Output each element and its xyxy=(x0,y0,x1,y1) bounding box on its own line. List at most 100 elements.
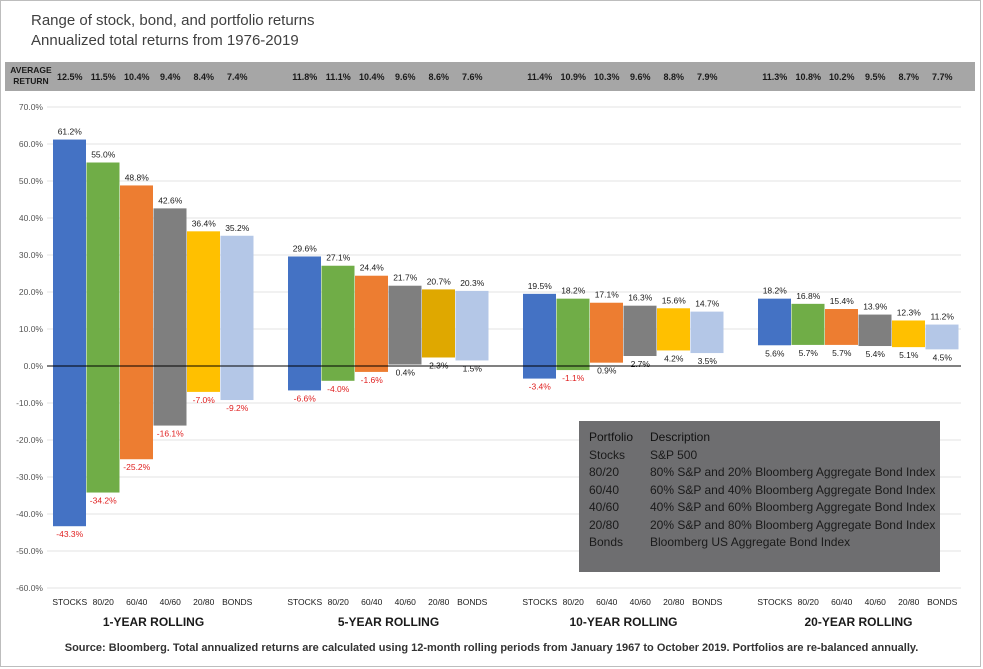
max-label: 24.4% xyxy=(360,263,385,273)
average-return-label: AVERAGE xyxy=(10,65,52,75)
average-value: 10.3% xyxy=(594,72,620,82)
category-label: 60/40 xyxy=(831,597,853,607)
average-value: 7.6% xyxy=(462,72,483,82)
legend-portfolio: 20/80 xyxy=(589,517,620,532)
range-bar xyxy=(925,324,959,350)
min-label: 5.4% xyxy=(866,349,886,359)
max-label: 35.2% xyxy=(225,223,250,233)
y-tick-label: -30.0% xyxy=(16,472,43,482)
category-label: 40/60 xyxy=(395,597,417,607)
average-value: 7.7% xyxy=(932,72,953,82)
category-label: 60/40 xyxy=(126,597,148,607)
y-tick-label: 70.0% xyxy=(19,102,44,112)
y-tick-label: 40.0% xyxy=(19,213,44,223)
category-label: BONDS xyxy=(927,597,958,607)
legend-description: 60% S&P and 40% Bloomberg Aggregate Bond… xyxy=(650,482,936,497)
range-bar xyxy=(623,305,657,357)
category-label: BONDS xyxy=(222,597,253,607)
max-label: 55.0% xyxy=(91,150,116,160)
range-bar xyxy=(455,290,489,361)
average-value: 12.5% xyxy=(57,72,83,82)
y-tick-label: -60.0% xyxy=(16,583,43,593)
min-label: -6.6% xyxy=(294,393,317,403)
max-label: 12.3% xyxy=(897,307,922,317)
range-bar xyxy=(355,275,388,372)
range-bar xyxy=(791,303,825,345)
max-label: 17.1% xyxy=(595,290,620,300)
legend-row: Bonds Bloomberg US Aggregate Bond Index xyxy=(579,534,940,552)
category-label: STOCKS xyxy=(52,597,87,607)
max-label: 16.8% xyxy=(796,291,821,301)
max-label: 48.8% xyxy=(125,172,150,182)
group-label: 20-YEAR ROLLING xyxy=(804,615,912,629)
chart-svg: 70.0% 60.0% 50.0% 40.0% 30.0% 20.0% 10.0% 0.0% -… xyxy=(10,65,961,629)
min-label: 5.7% xyxy=(832,348,852,358)
max-label: 29.6% xyxy=(293,243,318,253)
range-bar xyxy=(220,235,254,401)
category-label: 60/40 xyxy=(361,597,383,607)
min-label: -4.0% xyxy=(327,384,350,394)
min-label: 4.5% xyxy=(933,352,953,362)
category-label: 80/20 xyxy=(798,597,820,607)
category-label: 20/80 xyxy=(193,597,215,607)
legend-portfolio: Bonds xyxy=(589,535,624,549)
min-label: -9.2% xyxy=(226,403,249,413)
min-label: 4.2% xyxy=(664,353,684,363)
min-label: -7.0% xyxy=(193,395,216,405)
max-label: 19.5% xyxy=(528,281,553,291)
category-label: 20/80 xyxy=(898,597,920,607)
max-label: 14.7% xyxy=(695,299,720,309)
category-label: STOCKS xyxy=(757,597,792,607)
max-label: 20.3% xyxy=(460,278,485,288)
legend-portfolio: 40/60 xyxy=(589,500,620,514)
category-label: BONDS xyxy=(457,597,488,607)
legend-description: S&P 500 xyxy=(650,447,698,462)
min-label: -43.3% xyxy=(56,529,83,539)
average-value: 9.6% xyxy=(630,72,651,82)
category-label: 20/80 xyxy=(428,597,450,607)
average-value: 9.5% xyxy=(865,72,886,82)
max-label: 61.2% xyxy=(58,127,83,137)
average-value: 11.3% xyxy=(762,72,787,82)
chart-header: Range of stock, bond, and portfolio retu… xyxy=(5,5,975,61)
min-label: 5.1% xyxy=(899,350,919,360)
min-label: 3.5% xyxy=(698,356,718,366)
category-label: 80/20 xyxy=(328,597,350,607)
range-bar xyxy=(288,256,321,391)
y-tick-label: 0.0% xyxy=(24,361,44,371)
min-label: -1.6% xyxy=(361,375,384,385)
min-label: 1.5% xyxy=(463,363,483,373)
legend-portfolio: 80/20 xyxy=(589,465,620,479)
chart-title: Range of stock, bond, and portfolio retu… xyxy=(31,12,315,29)
min-label: -34.2% xyxy=(90,496,117,506)
y-tick-label: 30.0% xyxy=(19,250,44,260)
min-label: 0.4% xyxy=(396,368,416,378)
average-value: 11.4% xyxy=(527,72,552,82)
category-label: BONDS xyxy=(692,597,723,607)
group-label: 5-YEAR ROLLING xyxy=(338,615,439,629)
min-label: -16.1% xyxy=(157,429,184,439)
category-label: 80/20 xyxy=(93,597,115,607)
legend-row: 40/60 40% S&P and 60% Bloomberg Aggregat… xyxy=(579,499,940,517)
category-label: 40/60 xyxy=(630,597,652,607)
average-value: 7.9% xyxy=(697,72,718,82)
average-value: 10.4% xyxy=(359,72,385,82)
average-value: 10.4% xyxy=(124,72,150,82)
legend-header-row: Portfolio Description xyxy=(579,429,940,447)
min-label: 5.7% xyxy=(799,348,819,358)
legend-portfolio: Stocks xyxy=(589,447,626,462)
min-label: -25.2% xyxy=(123,462,150,472)
y-tick-label: 10.0% xyxy=(19,324,44,334)
legend-table: Portfolio Description Stocks S&P 500 80/… xyxy=(579,421,940,572)
chart-subtitle: Annualized total returns from 1976-2019 xyxy=(31,32,299,49)
range-bar xyxy=(556,298,590,371)
y-tick-label: -10.0% xyxy=(16,398,43,408)
average-value: 11.1% xyxy=(326,72,351,82)
max-label: 15.4% xyxy=(830,296,855,306)
average-value: 10.2% xyxy=(829,72,855,82)
range-bar xyxy=(388,285,422,365)
max-label: 11.2% xyxy=(931,312,955,322)
category-label: 80/20 xyxy=(563,597,585,607)
average-value: 8.6% xyxy=(428,72,449,82)
